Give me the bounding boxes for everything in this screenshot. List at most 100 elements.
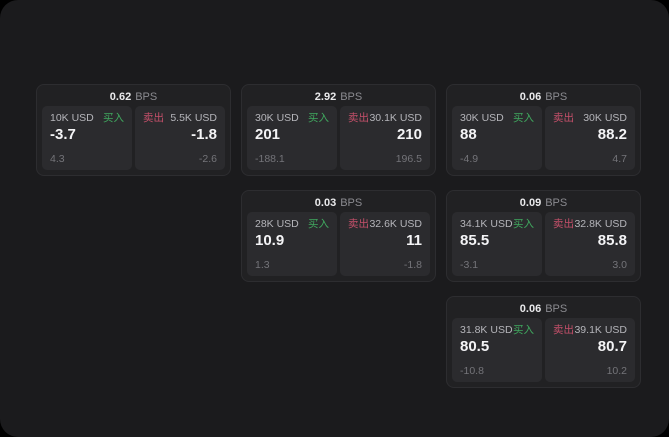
sell-side-label: 卖出 xyxy=(553,324,574,336)
buy-delta: -188.1 xyxy=(255,153,285,165)
quote-card: 0.06 BPS 31.8K USD 买入 80.5 -10.8 卖出 39.1… xyxy=(446,296,641,388)
sell-side-label: 卖出 xyxy=(553,112,574,124)
buy-panel[interactable]: 31.8K USD 买入 80.5 -10.8 xyxy=(452,318,542,382)
sell-side-label: 卖出 xyxy=(348,218,369,230)
sell-delta: -2.6 xyxy=(198,153,217,165)
sell-panel[interactable]: 卖出 32.8K USD 85.8 3.0 xyxy=(545,212,635,276)
bps-unit-label: BPS xyxy=(340,90,363,103)
buy-panel-top: 30K USD 买入 xyxy=(255,112,329,124)
sell-panel[interactable]: 卖出 5.5K USD -1.8 -2.6 xyxy=(135,106,225,170)
buy-side-label: 买入 xyxy=(513,324,534,336)
bps-unit-label: BPS xyxy=(340,196,363,209)
buy-size: 30K USD xyxy=(460,112,504,124)
sell-panel[interactable]: 卖出 32.6K USD 11 -1.8 xyxy=(340,212,430,276)
buy-price: 201 xyxy=(255,126,281,143)
bps-value: 0.09 xyxy=(519,196,542,209)
sell-panel[interactable]: 卖出 39.1K USD 80.7 10.2 xyxy=(545,318,635,382)
buy-size: 10K USD xyxy=(50,112,94,124)
sell-panel-top: 卖出 30.1K USD xyxy=(348,112,422,124)
bps-spread-header: 0.06 BPS xyxy=(452,89,635,104)
buy-panel-top: 10K USD 买入 xyxy=(50,112,124,124)
bps-spread-header: 0.03 BPS xyxy=(247,195,430,210)
buy-delta: -3.1 xyxy=(460,259,479,271)
quote-card: 0.62 BPS 10K USD 买入 -3.7 4.3 卖出 5.5K USD xyxy=(36,84,231,176)
buy-size: 28K USD xyxy=(255,218,299,230)
buy-price: 80.5 xyxy=(460,338,490,355)
quote-panels: 28K USD 买入 10.9 1.3 卖出 32.6K USD 11 -1.8 xyxy=(247,212,430,276)
quote-panels: 34.1K USD 买入 85.5 -3.1 卖出 32.8K USD 85.8… xyxy=(452,212,635,276)
buy-delta: 1.3 xyxy=(255,259,270,271)
bps-value: 0.62 xyxy=(109,90,132,103)
quote-card: 2.92 BPS 30K USD 买入 201 -188.1 卖出 30.1K … xyxy=(241,84,436,176)
sell-delta: 10.2 xyxy=(606,365,627,377)
buy-price: 10.9 xyxy=(255,232,285,249)
quote-card: 0.06 BPS 30K USD 买入 88 -4.9 卖出 30K USD xyxy=(446,84,641,176)
quote-card-grid: 0.62 BPS 10K USD 买入 -3.7 4.3 卖出 5.5K USD xyxy=(36,84,641,388)
quote-card: 0.09 BPS 34.1K USD 买入 85.5 -3.1 卖出 32.8K… xyxy=(446,190,641,282)
sell-size: 30.1K USD xyxy=(369,112,422,124)
sell-price: 11 xyxy=(406,232,422,249)
bps-spread-header: 0.06 BPS xyxy=(452,301,635,316)
sell-side-label: 卖出 xyxy=(553,218,574,230)
buy-panel-top: 30K USD 买入 xyxy=(460,112,534,124)
sell-size: 32.6K USD xyxy=(369,218,422,230)
bps-spread-header: 2.92 BPS xyxy=(247,89,430,104)
buy-price: 85.5 xyxy=(460,232,490,249)
bps-value: 0.06 xyxy=(519,302,542,315)
buy-delta: -4.9 xyxy=(460,153,479,165)
buy-side-label: 买入 xyxy=(308,218,329,230)
bps-spread-header: 0.09 BPS xyxy=(452,195,635,210)
buy-delta: -10.8 xyxy=(460,365,484,377)
sell-price: -1.8 xyxy=(191,126,217,143)
bps-value: 2.92 xyxy=(314,90,337,103)
sell-side-label: 卖出 xyxy=(348,112,369,124)
sell-size: 5.5K USD xyxy=(170,112,217,124)
buy-size: 31.8K USD xyxy=(460,324,513,336)
bps-unit-label: BPS xyxy=(135,90,158,103)
buy-panel[interactable]: 28K USD 买入 10.9 1.3 xyxy=(247,212,337,276)
quote-panels: 30K USD 买入 88 -4.9 卖出 30K USD 88.2 4.7 xyxy=(452,106,635,170)
buy-panel[interactable]: 30K USD 买入 201 -188.1 xyxy=(247,106,337,170)
sell-delta: 3.0 xyxy=(612,259,627,271)
buy-side-label: 买入 xyxy=(103,112,124,124)
bps-unit-label: BPS xyxy=(545,90,568,103)
quote-panels: 30K USD 买入 201 -188.1 卖出 30.1K USD 210 1… xyxy=(247,106,430,170)
sell-delta: 4.7 xyxy=(612,153,627,165)
bps-unit-label: BPS xyxy=(545,302,568,315)
sell-delta: -1.8 xyxy=(403,259,422,271)
sell-panel[interactable]: 卖出 30.1K USD 210 196.5 xyxy=(340,106,430,170)
bps-unit-label: BPS xyxy=(545,196,568,209)
buy-size: 34.1K USD xyxy=(460,218,513,230)
sell-panel-top: 卖出 32.6K USD xyxy=(348,218,422,230)
bps-spread-header: 0.62 BPS xyxy=(42,89,225,104)
sell-delta: 196.5 xyxy=(395,153,422,165)
sell-side-label: 卖出 xyxy=(143,112,164,124)
sell-price: 210 xyxy=(396,126,422,143)
sell-price: 88.2 xyxy=(597,126,627,143)
quote-panels: 31.8K USD 买入 80.5 -10.8 卖出 39.1K USD 80.… xyxy=(452,318,635,382)
quote-card: 0.03 BPS 28K USD 买入 10.9 1.3 卖出 32.6K US… xyxy=(241,190,436,282)
buy-panel-top: 31.8K USD 买入 xyxy=(460,324,534,336)
sell-panel-top: 卖出 5.5K USD xyxy=(143,112,217,124)
sell-price: 85.8 xyxy=(597,232,627,249)
bps-value: 0.06 xyxy=(519,90,542,103)
buy-size: 30K USD xyxy=(255,112,299,124)
buy-price: -3.7 xyxy=(50,126,76,143)
buy-price: 88 xyxy=(460,126,477,143)
buy-side-label: 买入 xyxy=(513,218,534,230)
sell-price: 80.7 xyxy=(597,338,627,355)
buy-panel-top: 28K USD 买入 xyxy=(255,218,329,230)
buy-panel-top: 34.1K USD 买入 xyxy=(460,218,534,230)
buy-panel[interactable]: 10K USD 买入 -3.7 4.3 xyxy=(42,106,132,170)
sell-size: 39.1K USD xyxy=(574,324,627,336)
sell-panel[interactable]: 卖出 30K USD 88.2 4.7 xyxy=(545,106,635,170)
sell-size: 32.8K USD xyxy=(574,218,627,230)
bps-value: 0.03 xyxy=(314,196,337,209)
buy-panel[interactable]: 34.1K USD 买入 85.5 -3.1 xyxy=(452,212,542,276)
sell-panel-top: 卖出 30K USD xyxy=(553,112,627,124)
sell-size: 30K USD xyxy=(583,112,627,124)
buy-panel[interactable]: 30K USD 买入 88 -4.9 xyxy=(452,106,542,170)
buy-side-label: 买入 xyxy=(513,112,534,124)
quote-panels: 10K USD 买入 -3.7 4.3 卖出 5.5K USD -1.8 -2.… xyxy=(42,106,225,170)
